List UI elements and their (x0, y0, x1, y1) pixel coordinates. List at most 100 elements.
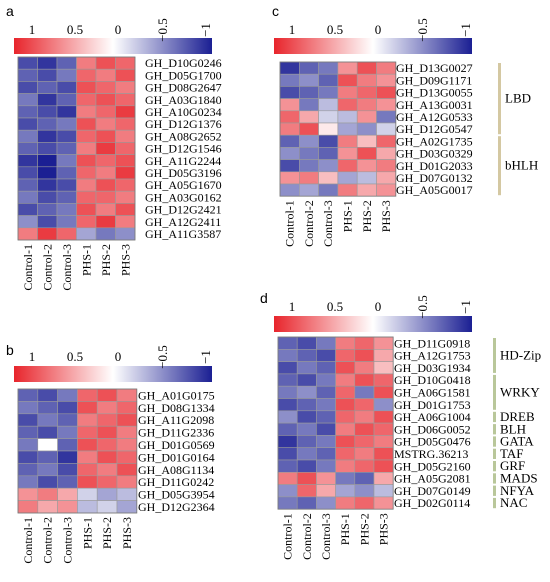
heatmap-cell (356, 147, 377, 160)
heatmap-cell (354, 484, 375, 498)
heatmap-cell (57, 425, 78, 439)
colorbar-tick-label: −0.5 (415, 18, 430, 42)
heatmap-cell (95, 190, 116, 204)
heatmap-cell (296, 484, 317, 498)
heatmap-cell (298, 159, 319, 173)
gene-label: GH_D07G0132 (396, 171, 473, 185)
heatmap-cell (279, 171, 300, 185)
heatmap-cell (76, 142, 97, 155)
heatmap-cell (57, 487, 78, 501)
heatmap-cell (37, 105, 58, 119)
heatmap-cell (37, 401, 58, 415)
heatmap-cell (17, 425, 39, 439)
heatmap-border (277, 336, 394, 510)
heatmap-cell (57, 413, 78, 427)
column-label: Control-2 (41, 517, 55, 564)
gene-label: GH_D13G0055 (396, 86, 473, 100)
gene-label: GH_A05G2081 (394, 472, 471, 486)
heatmap-cell (354, 435, 375, 448)
gene-label: GH_A03G0162 (145, 190, 222, 204)
colorbar-tick-label: 1 (29, 22, 36, 37)
gene-label: GH_A12G1753 (394, 349, 471, 363)
heatmap-cell (96, 475, 118, 489)
heatmap-cell (116, 413, 138, 427)
column-label: Control-1 (21, 244, 35, 291)
heatmap-cell (376, 122, 397, 136)
gene-label: GH_A06G1004 (394, 410, 471, 424)
heatmap-cell (277, 447, 298, 461)
heatmap-cell (96, 450, 118, 464)
heatmap-cell (318, 159, 339, 173)
gene-label: GH_D11G2336 (138, 426, 214, 440)
gene-label: GH_A12G0533 (396, 110, 473, 124)
gene-label: GH_D01G2033 (396, 159, 473, 173)
panels: a1 0.5 0 −0.5 −1GH_D10G0246GH_D05G1700GH_D08… (6, 3, 541, 564)
heatmap-cell (17, 190, 38, 204)
heatmap-cell (318, 171, 339, 185)
heatmap-cell (337, 61, 358, 75)
heatmap-cell (373, 435, 394, 448)
colorbar-tick-label: 0 (115, 22, 122, 37)
heatmap-cell (17, 413, 39, 427)
gene-label: GH_A01G0175 (138, 388, 215, 402)
heatmap-cell (77, 500, 98, 514)
heatmap-panel-b: b 1 0.5 0 −0.5 −1 GH_A01G0175GH_D08G1334GH_A11… (6, 342, 215, 564)
heatmap-cell (354, 385, 375, 399)
heatmap-cell (76, 190, 97, 204)
column-label: PHS-3 (120, 517, 134, 549)
heatmap-cell (115, 178, 136, 192)
heatmap-cell (318, 73, 339, 87)
heatmap-cell (356, 159, 377, 173)
heatmap-cell (17, 68, 38, 82)
heatmap-cell (277, 398, 298, 412)
heatmap-cell (318, 98, 339, 112)
heatmap-cell (17, 117, 38, 131)
heatmap-cell (96, 438, 118, 452)
heatmap-cell (76, 117, 97, 131)
heatmap-cell (356, 122, 377, 136)
heatmap-cell (316, 447, 336, 461)
heatmap-cell (337, 134, 358, 148)
heatmap-cell (95, 142, 116, 155)
heatmap-cell (95, 178, 116, 192)
heatmap-cell (37, 413, 58, 427)
heatmap-cell (57, 475, 78, 489)
gene-label: GH_D10G0418 (394, 373, 471, 387)
colorbar-tick-label: 1 (29, 349, 36, 364)
heatmap-cell (376, 110, 397, 124)
heatmap-cell (373, 361, 394, 375)
heatmap-cell (76, 93, 97, 107)
heatmap-cell (37, 215, 58, 229)
heatmap-cell (56, 203, 77, 216)
column-label: PHS-2 (357, 513, 371, 545)
colorbar-tick-label: 0 (375, 299, 382, 314)
heatmap-cell (37, 203, 58, 216)
heatmap-cell (337, 159, 358, 173)
heatmap-cell (277, 422, 298, 436)
heatmap-cell (116, 388, 138, 402)
heatmap-cell (77, 487, 98, 501)
heatmap-cell (298, 122, 319, 136)
heatmap-cell (356, 61, 377, 75)
heatmap-cell (373, 410, 394, 424)
heatmap-cell (96, 425, 118, 439)
heatmap-cell (76, 56, 97, 70)
colorbar (274, 38, 472, 54)
heatmap-cell (296, 348, 317, 362)
heatmap-cell (335, 361, 356, 375)
gene-label: GH_D05G3196 (145, 166, 222, 180)
heatmap-cell (337, 86, 358, 99)
heatmap-cell (56, 178, 77, 192)
heatmap-cell (316, 385, 336, 399)
heatmap-cell (318, 61, 339, 75)
heatmap-cell (376, 183, 397, 197)
heatmap-cell (354, 471, 375, 485)
heatmap-cell (17, 500, 39, 514)
heatmap-cell (77, 413, 98, 427)
gene-label: GH_D12G0547 (396, 122, 473, 136)
group-bar (493, 374, 496, 410)
heatmap-cell (316, 398, 336, 412)
heatmap-cell (335, 336, 356, 350)
gene-label: GH_D02G0114 (394, 496, 470, 510)
panel-letter: b (6, 342, 14, 358)
